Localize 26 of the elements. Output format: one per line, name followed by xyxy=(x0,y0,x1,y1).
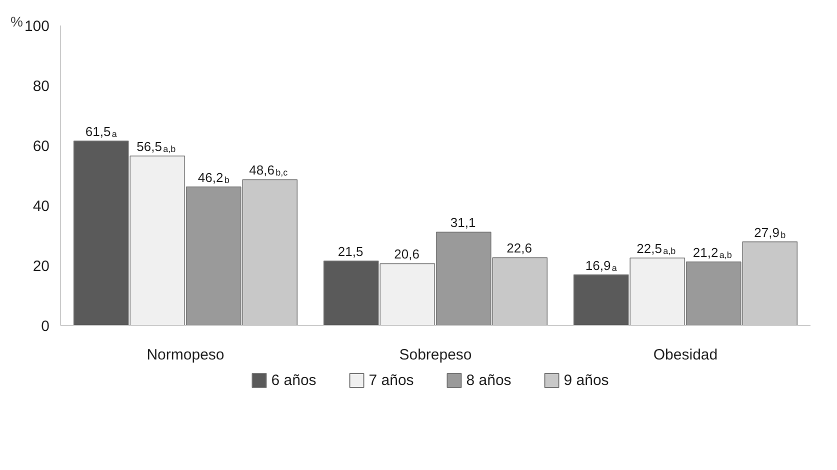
data-label: 22,5a,b xyxy=(636,241,676,256)
data-label: 20,6 xyxy=(394,246,420,262)
data-label: 27,9b xyxy=(754,224,786,240)
legend-label: 7 años xyxy=(368,372,414,389)
legend-label: 8 años xyxy=(466,372,512,389)
data-label: 56,5a,b xyxy=(136,139,176,154)
x-tick-label: Obesidad xyxy=(653,346,718,364)
data-label: 48,6b,c xyxy=(249,162,288,178)
y-tick-label: 80 xyxy=(32,78,50,95)
data-label: 21,5 xyxy=(338,244,364,259)
y-tick-label: 20 xyxy=(32,258,50,275)
data-label: 61,5a xyxy=(85,124,117,139)
y-tick-label: 60 xyxy=(32,138,50,155)
data-label: 21,2a,b xyxy=(692,244,732,260)
y-axis-title: % xyxy=(10,14,23,30)
data-label: 46,2b xyxy=(198,170,230,185)
data-label: 16,9a xyxy=(585,258,617,273)
legend-label: 6 años xyxy=(271,372,316,389)
data-label: 22,6 xyxy=(506,240,532,256)
y-tick-label: 100 xyxy=(24,18,50,35)
legend-label: 9 años xyxy=(564,372,609,389)
y-tick-label: 0 xyxy=(41,318,50,335)
x-tick-label: Normopeso xyxy=(146,346,224,364)
x-tick-label: Sobrepeso xyxy=(399,346,472,364)
y-tick-label: 40 xyxy=(32,198,50,215)
data-label: 31,1 xyxy=(450,215,476,230)
